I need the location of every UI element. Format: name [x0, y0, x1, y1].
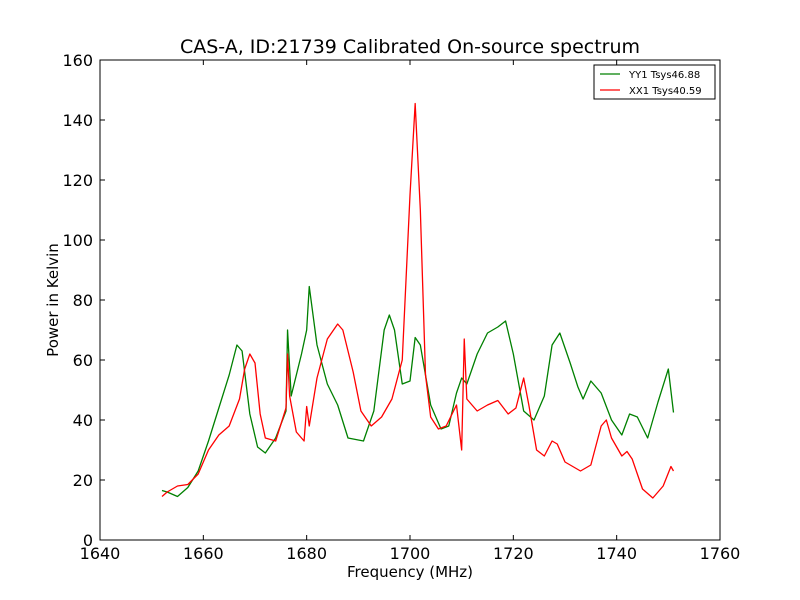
x-tick-label: 1700 — [390, 544, 431, 563]
x-tick-label: 1760 — [700, 544, 741, 563]
x-tick-label: 1740 — [596, 544, 637, 563]
y-tick-label: 160 — [62, 51, 93, 70]
chart-title: CAS-A, ID:21739 Calibrated On-source spe… — [180, 36, 640, 58]
y-tick-label: 100 — [62, 231, 93, 250]
x-tick-label: 1640 — [80, 544, 121, 563]
y-tick-label: 60 — [73, 351, 93, 370]
x-tick-label: 1680 — [286, 544, 327, 563]
x-tick-label: 1660 — [183, 544, 224, 563]
legend-box — [593, 64, 716, 100]
y-tick-label: 20 — [73, 471, 93, 490]
x-tick-label: 1720 — [493, 544, 534, 563]
y-tick-label: 140 — [62, 111, 93, 130]
y-tick-label: 120 — [62, 171, 93, 190]
y-axis-label: Power in Kelvin — [44, 243, 62, 357]
legend-label-2: XX1 Tsys40.59 — [629, 86, 702, 97]
x-axis-label: Frequency (MHz) — [347, 563, 473, 581]
series-line-2 — [161, 102, 675, 499]
legend-label-1: YY1 Tsys46.88 — [628, 70, 700, 81]
y-tick-label: 40 — [73, 411, 93, 430]
y-tick-label: 80 — [73, 291, 93, 310]
y-tick-label: 0 — [83, 531, 93, 550]
series-line-1 — [161, 285, 675, 498]
plot-area: 1640 1660 1680 1700 1720 1740 1760 0 20 40 60 80 100… — [62, 51, 740, 563]
